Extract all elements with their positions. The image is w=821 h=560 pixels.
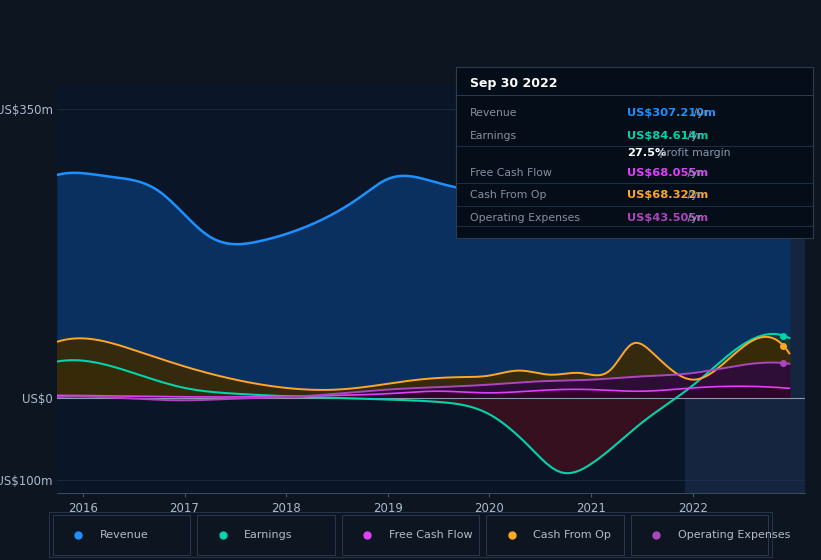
Text: US$43.505m: US$43.505m [627, 212, 709, 222]
Text: /yr: /yr [684, 130, 702, 141]
Text: Operating Expenses: Operating Expenses [470, 212, 580, 222]
Bar [53, 515, 190, 555]
Text: /yr: /yr [690, 108, 708, 118]
Text: Operating Expenses: Operating Expenses [678, 530, 790, 540]
Text: /yr: /yr [684, 190, 702, 200]
Text: /yr: /yr [684, 212, 702, 222]
Text: Revenue: Revenue [470, 108, 517, 118]
Bar [486, 515, 624, 555]
Bar [631, 515, 768, 555]
Text: US$84.614m: US$84.614m [627, 130, 709, 141]
Text: Free Cash Flow: Free Cash Flow [389, 530, 472, 540]
Text: US$68.055m: US$68.055m [627, 168, 709, 178]
Text: US$307.210m: US$307.210m [627, 108, 716, 118]
Text: Earnings: Earnings [245, 530, 293, 540]
Text: US$68.322m: US$68.322m [627, 190, 709, 200]
Text: Sep 30 2022: Sep 30 2022 [470, 77, 557, 91]
Text: Cash From Op: Cash From Op [534, 530, 611, 540]
Text: 27.5%: 27.5% [627, 148, 667, 157]
Bar [685, 84, 805, 493]
Text: Revenue: Revenue [100, 530, 149, 540]
Text: /yr: /yr [684, 168, 702, 178]
Text: Earnings: Earnings [470, 130, 517, 141]
Text: Free Cash Flow: Free Cash Flow [470, 168, 552, 178]
Bar [197, 515, 335, 555]
Bar [342, 515, 479, 555]
Text: profit margin: profit margin [656, 148, 730, 157]
Text: Cash From Op: Cash From Op [470, 190, 547, 200]
